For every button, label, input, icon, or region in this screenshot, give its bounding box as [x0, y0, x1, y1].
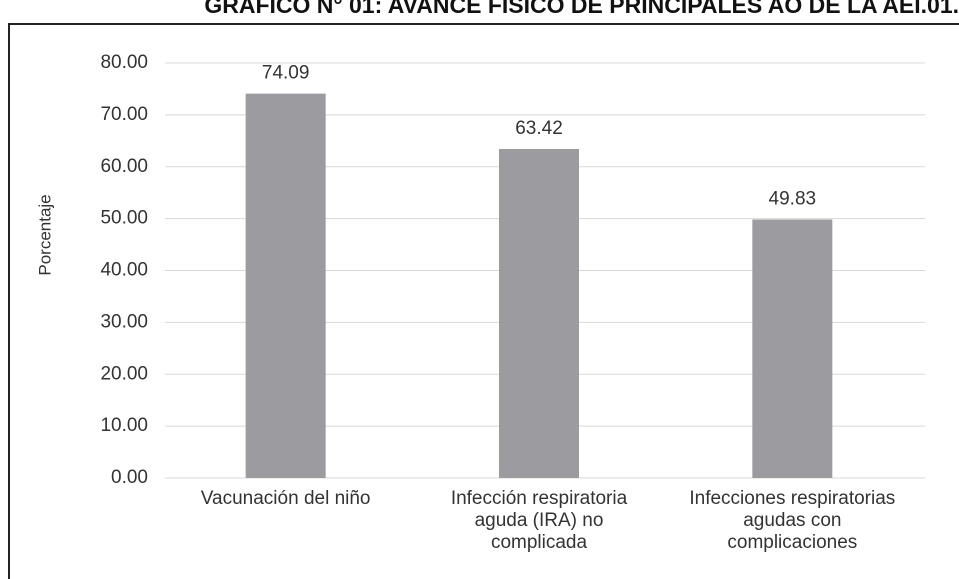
data-label: 74.09 — [262, 63, 310, 84]
y-tick-label: 10.00 — [100, 415, 148, 436]
y-tick-label: 30.00 — [100, 311, 148, 332]
y-tick-label: 80.00 — [100, 52, 148, 73]
y-tick-label: 0.00 — [111, 467, 148, 488]
bar — [245, 93, 326, 478]
y-tick-label: 20.00 — [100, 363, 148, 384]
frame — [8, 23, 959, 579]
x-tick-label: Infecciones respiratorias agudas con com… — [689, 488, 896, 553]
bar — [499, 149, 579, 479]
bar — [752, 219, 833, 478]
y-axis-label: Porcentaje — [35, 194, 54, 275]
y-tick-label: 60.00 — [100, 156, 148, 177]
chart-title: GRAFICO N° 01: AVANCE FISICO DE PRINCIPA… — [204, 0, 959, 18]
y-tick-label: 40.00 — [100, 260, 148, 281]
x-tick-label: Infección respiratoria aguda (IRA) no co… — [450, 488, 628, 553]
y-tick-label: 70.00 — [100, 104, 148, 125]
x-tick-label: Vacunación del niño — [200, 488, 371, 509]
data-label: 49.83 — [769, 189, 817, 210]
y-tick-label: 50.00 — [100, 208, 148, 229]
data-label: 63.42 — [515, 118, 563, 139]
